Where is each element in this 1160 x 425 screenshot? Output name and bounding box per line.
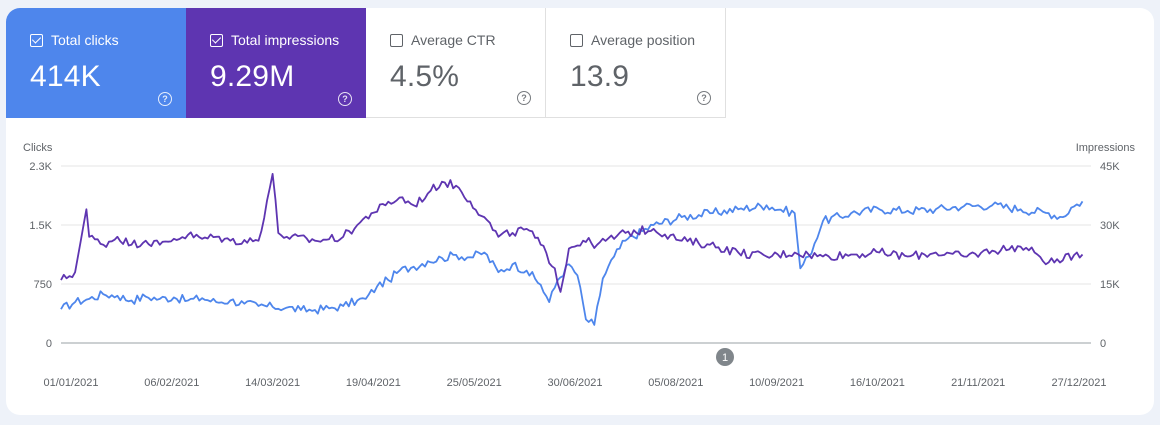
x-tick-label: 06/02/2021 [144,377,199,389]
right-tick-label: 45K [1100,161,1120,173]
average-ctr-value: 4.5% [390,60,460,93]
total-clicks-label: Total clicks [51,32,119,48]
checkbox-icon[interactable] [570,33,583,47]
metric-cards: Total clicks 414K ? Total impressions 9.… [6,8,726,118]
average-position-value: 13.9 [570,60,630,93]
annotation-marker-label: 1 [722,352,728,364]
total-impressions-header: Total impressions [210,32,366,48]
x-tick-label: 19/04/2021 [346,377,401,389]
left-tick-label: 750 [34,279,52,291]
axis-ticks: 0 0 750 15K 1.5K 30K 2.3K 45K 01/01/2021 06/02/20… [29,161,1120,389]
help-circle-icon[interactable]: ? [338,92,352,106]
right-tick-label: 30K [1100,220,1120,232]
average-ctr-header: Average CTR [390,32,545,48]
checkbox-icon[interactable] [210,33,223,47]
total-impressions-card[interactable]: Total impressions 9.29M ? [186,8,366,118]
annotation-marker[interactable]: 1 [716,348,734,366]
chart-grid [61,165,1091,344]
left-tick-label: 0 [46,338,52,350]
average-ctr-label: Average CTR [411,32,496,48]
total-impressions-label: Total impressions [231,32,340,48]
left-axis-title: Clicks [23,142,53,154]
checkbox-icon[interactable] [390,33,403,47]
help-circle-icon[interactable]: ? [158,92,172,106]
right-tick-label: 15K [1100,279,1120,291]
x-tick-label: 01/01/2021 [43,377,98,389]
total-clicks-value: 414K [30,60,101,93]
left-tick-label: 2.3K [29,161,52,173]
chart-lines [60,173,1084,326]
x-tick-label: 16/10/2021 [850,377,905,389]
help-circle-icon[interactable]: ? [697,91,711,105]
left-tick-label: 1.5K [29,220,52,232]
x-tick-label: 10/09/2021 [749,377,804,389]
x-tick-label: 25/05/2021 [447,377,502,389]
checkbox-icon[interactable] [30,33,43,47]
average-ctr-card[interactable]: Average CTR 4.5% ? [366,8,546,118]
help-circle-icon[interactable]: ? [517,91,531,105]
total-impressions-value: 9.29M [210,60,295,93]
x-tick-label: 14/03/2021 [245,377,300,389]
x-tick-label: 30/06/2021 [547,377,602,389]
x-tick-label: 05/08/2021 [648,377,703,389]
average-position-label: Average position [591,32,696,48]
average-position-header: Average position [570,32,725,48]
annotation-marker-icon[interactable] [716,348,734,366]
clicks-series-line [60,200,1084,326]
x-tick-label: 27/12/2021 [1051,377,1106,389]
right-axis-title: Impressions [1076,142,1136,154]
performance-chart[interactable]: Clicks Impressions 0 0 750 15K 1.5K 30K 2.3K 45… [6,8,1154,415]
right-tick-label: 0 [1100,338,1106,350]
x-tick-label: 21/11/2021 [951,377,1005,389]
total-clicks-header: Total clicks [30,32,186,48]
average-position-card[interactable]: Average position 13.9 ? [546,8,726,118]
performance-panel: Total clicks 414K ? Total impressions 9.… [6,8,1154,415]
total-clicks-card[interactable]: Total clicks 414K ? [6,8,186,118]
impressions-series-line [60,173,1084,293]
